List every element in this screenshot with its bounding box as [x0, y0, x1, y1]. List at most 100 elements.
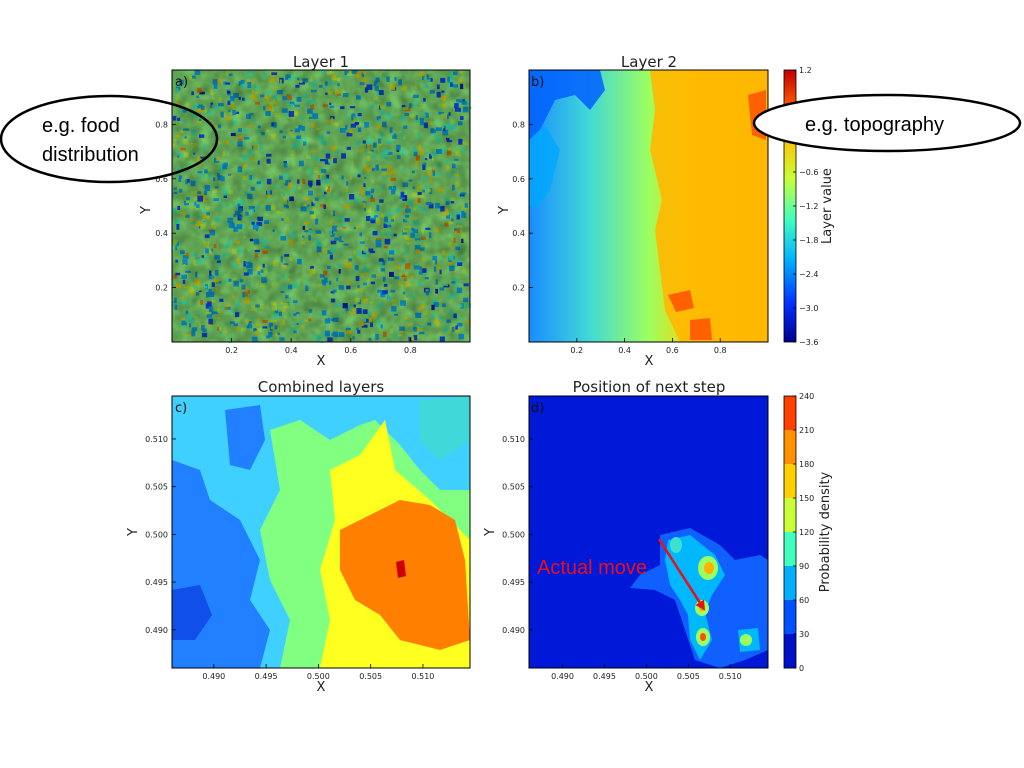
x-axis-label-d: X [645, 680, 654, 695]
colorbar-tick-label: −3.0 [799, 304, 818, 313]
panel-c: Combined layers c) 0.490 0.495 0.500 0.505 0… [126, 378, 471, 695]
panel-b: Layer 2 b) 0.2 0.4 0.6 0.80.20.40.60.8 X Y … [497, 53, 835, 369]
y-tick-label: 0.500 [502, 530, 525, 539]
colorbar-label-b: Layer value [820, 168, 835, 244]
probability-peak-1-core [704, 562, 714, 574]
y-tick-label: 0.2 [155, 284, 168, 293]
x-tick-label: 0.500 [307, 672, 330, 681]
y-tick-label: 0.510 [145, 435, 168, 444]
y-tick-label: 0.8 [512, 120, 525, 129]
panel-label-a: a) [175, 75, 188, 90]
combined-blue-top [225, 405, 265, 470]
y-tick-label: 0.505 [145, 483, 168, 492]
colorbar-tick-label: 60 [799, 596, 809, 605]
colorbar-tick-label: −1.2 [799, 202, 818, 211]
x-tick-label: 0.505 [677, 672, 700, 681]
x-tick-label: 0.8 [404, 346, 417, 355]
panel-label-d: d) [531, 401, 544, 416]
plot-frame-a [171, 69, 471, 343]
layer2-lowcyan-region [529, 125, 560, 210]
colorbar-tick-label: 90 [799, 562, 809, 571]
callout-left-line1: e.g. food [42, 115, 120, 137]
x-tick-label: 0.495 [255, 672, 278, 681]
x-tick-label: 0.510 [719, 672, 742, 681]
x-tick-label: 0.490 [202, 672, 225, 681]
plot-frame-b [528, 69, 769, 343]
plot-frame-c [171, 395, 471, 669]
axis-ticks-a: 0.2 0.4 0.6 0.8 0.2 0.4 0.6 0.8 [155, 120, 417, 355]
combined-red-spot [396, 560, 406, 578]
axis-ticks-b: 0.2 0.4 0.6 0.8 0.2 0.4 0.6 0.8 [512, 120, 726, 355]
annotation-arrow [657, 538, 701, 604]
probability-peak-3-core [700, 633, 706, 641]
chart-title-d: Position of next step [573, 378, 726, 396]
x-tick-label: 0.8 [714, 346, 727, 355]
layer2-orange-band [650, 70, 768, 342]
panel-label-b: b) [531, 75, 544, 90]
y-tick-label: 0.2 [512, 284, 525, 293]
x-tick-label: 0.500 [635, 672, 658, 681]
colorbar-tick-label: 240 [799, 392, 814, 401]
x-tick-label: 0.2 [570, 346, 583, 355]
colorbar-tick-label: −1.8 [799, 236, 818, 245]
chart-title-a: Layer 1 [293, 53, 349, 71]
y-tick-label: 0.500 [145, 530, 168, 539]
colorbar-band [784, 600, 796, 635]
y-tick-label: 0.4 [155, 229, 168, 238]
colorbar-tick-label: 120 [799, 528, 814, 537]
x-tick-label: 0.490 [551, 672, 574, 681]
colorbar-tick-label: 30 [799, 630, 809, 639]
colorbar-tick-label: 150 [799, 494, 814, 503]
layer2-red-patch-3 [690, 318, 712, 340]
y-tick-label: 0.490 [145, 626, 168, 635]
probability-peak-5 [670, 537, 682, 553]
combined-teal-corner [420, 396, 470, 460]
x-tick-label: 0.495 [593, 672, 616, 681]
colorbar-band [784, 634, 796, 669]
y-tick-label: 0.510 [502, 435, 525, 444]
colorbar-ticks-d: 240 210 180 150 120 90 60 30 0 [793, 392, 814, 673]
y-tick-label: 0.6 [512, 175, 525, 184]
x-tick-label: 0.6 [666, 346, 679, 355]
axis-ticks-d: 0.490 0.495 0.500 0.505 0.510 0.490 0.495 0.500… [502, 435, 742, 681]
callout-right-text: e.g. topography [805, 114, 944, 136]
colorbar-tick-label: 1.2 [799, 66, 812, 75]
combined-darkblue-patch [172, 585, 212, 640]
y-axis-label-c: Y [126, 528, 141, 537]
colorbar-band [784, 566, 796, 601]
x-tick-label: 0.510 [411, 672, 434, 681]
callout-right: e.g. topography [752, 93, 1022, 153]
x-tick-label: 0.2 [225, 346, 238, 355]
y-tick-label: 0.505 [502, 483, 525, 492]
colorbar-d [783, 395, 797, 669]
plot-frame-d [528, 395, 769, 669]
layer2-blue-region [529, 70, 605, 140]
callout-left-ellipse [0, 94, 219, 184]
callout-left: e.g. food distribution [0, 94, 219, 184]
x-axis-label-a: X [317, 354, 326, 369]
x-axis-label-b: X [645, 354, 654, 369]
colorbar-band [784, 396, 796, 431]
colorbar-label-d: Probability density [818, 471, 833, 592]
y-axis-label-b: Y [497, 206, 512, 215]
y-tick-label: 0.4 [512, 229, 525, 238]
axis-ticks-c: 0.490 0.495 0.500 0.505 0.510 0.490 0.495 0.500… [145, 435, 434, 681]
y-tick-label: 0.490 [502, 626, 525, 635]
annotation-arrowhead [695, 599, 706, 611]
colorbar-band [784, 498, 796, 533]
colorbar-band [784, 532, 796, 567]
x-tick-label: 0.4 [285, 346, 298, 355]
chart-title-b: Layer 2 [621, 53, 677, 71]
x-tick-label: 0.6 [344, 346, 357, 355]
y-tick-label: 0.495 [145, 578, 168, 587]
y-tick-label: 0.8 [155, 120, 168, 129]
x-axis-label-c: X [317, 680, 326, 695]
colorbar-band [784, 430, 796, 465]
chart-title-c: Combined layers [258, 378, 385, 396]
x-tick-label: 0.4 [618, 346, 631, 355]
y-axis-label-d: Y [483, 528, 498, 537]
annotation-actual-move: Actual move [537, 557, 647, 579]
y-tick-label: 0.495 [502, 578, 525, 587]
colorbar-tick-label: −0.6 [799, 168, 818, 177]
